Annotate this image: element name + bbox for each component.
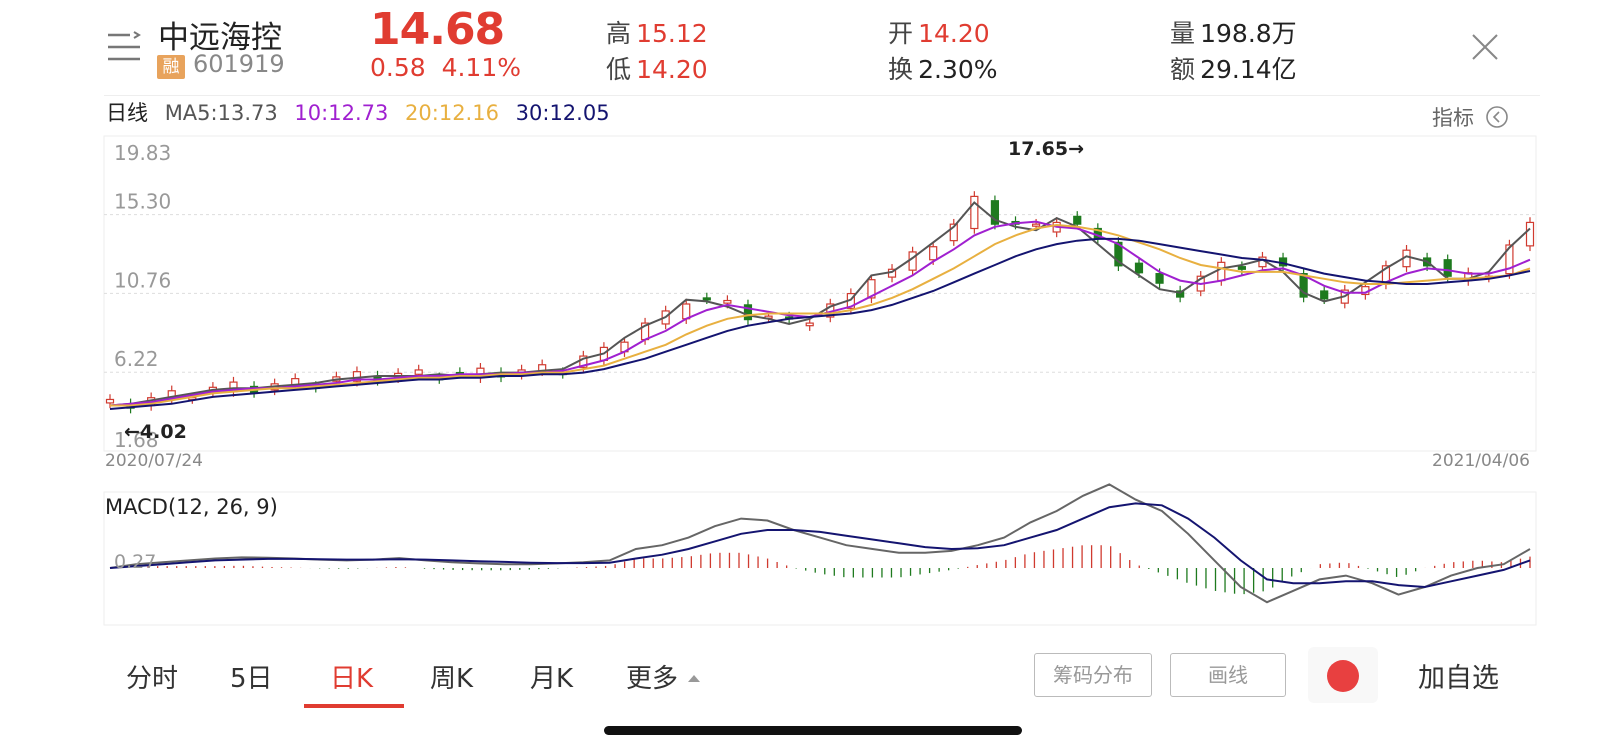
candle-body [970, 195, 979, 230]
chip-distribution-button[interactable]: 筹码分布 [1034, 653, 1152, 697]
candle-body [1031, 223, 1041, 227]
low-label: 低 [606, 55, 632, 84]
high-value: 15.12 [636, 19, 708, 48]
price-change: 0.58 4.11% [370, 53, 521, 82]
candle-body [929, 246, 938, 261]
tab-monthly-k[interactable]: 月K [530, 664, 574, 694]
margin-trading-badge: 融 [157, 55, 185, 79]
y-tick-label: 19.83 [114, 141, 171, 165]
ma10-value: 10:12.73 [294, 101, 389, 125]
chevron-left-circle-icon [1485, 106, 1508, 128]
open-quote: 开 14.20 [888, 14, 990, 50]
tab-5day[interactable]: 5日 [230, 664, 273, 694]
macd-dea-line [109, 502, 1531, 589]
candle-body [1134, 262, 1144, 274]
candle-body [1155, 273, 1164, 284]
candle-body [579, 355, 588, 368]
amount-quote: 额 29.14亿 [1170, 50, 1297, 86]
ma30-value: 30:12.05 [515, 101, 610, 125]
candle-body [1237, 266, 1246, 270]
ma20-line [110, 223, 1531, 407]
candle-body [867, 279, 876, 299]
candle-body [949, 223, 958, 242]
active-tab-indicator [304, 704, 404, 708]
candle-body [1217, 261, 1226, 282]
candle-body [723, 299, 732, 304]
y-tick-label: 15.30 [114, 190, 171, 214]
macd-chart-frame [103, 491, 1537, 626]
candle-body [990, 200, 1000, 225]
min-price-annotation: ←4.02 [124, 421, 187, 443]
candle-body [1505, 244, 1514, 275]
indicator-button[interactable]: 指标 [1432, 102, 1509, 132]
macd-dif-line [109, 483, 1531, 604]
ma30-line [109, 237, 1531, 410]
start-date-label: 2020/07/24 [105, 451, 203, 471]
ma20-value: 20:12.16 [405, 101, 499, 125]
record-dot-icon [1327, 660, 1359, 692]
candle-body [1299, 273, 1308, 298]
tab-more[interactable]: 更多 [626, 658, 702, 695]
current-price: 14.68 [370, 4, 505, 55]
low-value: 14.20 [636, 55, 708, 84]
ma5-line [109, 201, 1531, 407]
amount-label: 额 [1170, 55, 1196, 84]
tab-daily-k[interactable]: 日K [330, 664, 374, 694]
open-value: 14.20 [918, 19, 990, 48]
close-icon[interactable] [1470, 32, 1500, 62]
caret-up-icon [688, 675, 701, 682]
candle-body [352, 371, 362, 382]
indicator-label: 指标 [1432, 106, 1474, 130]
y-tick-label: 6.22 [114, 347, 159, 371]
candle-body [908, 251, 917, 271]
stock-code: 601919 [193, 50, 285, 78]
macd-tick-label: 0.27 [114, 551, 156, 573]
macd-label: MACD(12, 26, 9) [105, 495, 278, 519]
volume-value: 198.8万 [1200, 19, 1297, 48]
change-percent: 4.11% [441, 53, 521, 82]
change-value: 0.58 [370, 53, 426, 82]
header-divider [104, 95, 1540, 96]
y-tick-label: 10.76 [114, 268, 171, 292]
turnover-value: 2.30% [918, 55, 998, 84]
open-label: 开 [888, 19, 914, 48]
y-tick-label: 1.68 [114, 428, 159, 452]
candle-body [682, 303, 691, 320]
stock-name: 中远海控 [158, 20, 282, 56]
candle-body [414, 369, 423, 375]
amount-value: 29.14亿 [1200, 55, 1297, 84]
draw-line-button[interactable]: 画线 [1170, 653, 1286, 697]
tab-more-label: 更多 [626, 664, 679, 694]
turnover-quote: 换 2.30% [888, 50, 998, 86]
candle-body [1443, 259, 1452, 277]
volume-quote: 量 198.8万 [1170, 14, 1297, 50]
candle-body [1073, 215, 1082, 225]
candle-body [105, 398, 115, 404]
add-favorite-button[interactable]: 加自选 [1418, 663, 1499, 694]
tab-weekly-k[interactable]: 周K [430, 664, 474, 694]
kline-chart[interactable]: 19.83 15.30 10.76 6.22 1.68 17.65→ ←4.02 0.2… [0, 0, 1624, 640]
candle-body [743, 304, 753, 321]
max-price-annotation: 17.65→ [1008, 138, 1084, 160]
ma5-value: MA5:13.73 [164, 101, 278, 125]
candle-body [1176, 290, 1185, 298]
home-indicator [604, 726, 1022, 735]
candle-body [702, 297, 711, 301]
high-label: 高 [606, 19, 632, 48]
candle-body [805, 322, 814, 327]
candle-body [1320, 290, 1329, 300]
volume-label: 量 [1170, 19, 1196, 48]
tab-intraday[interactable]: 分时 [126, 664, 179, 694]
ma-legend: 日线 MA5:13.73 10:12.73 20:12.16 30:12.05 [106, 97, 620, 127]
candle-body [1525, 221, 1535, 247]
menu-lines-icon[interactable] [106, 30, 142, 64]
low-quote: 低 14.20 [606, 50, 708, 86]
period-label: 日线 [106, 101, 148, 125]
end-date-label: 2021/04/06 [1432, 451, 1530, 471]
high-quote: 高 15.12 [606, 14, 708, 50]
candle-body [1114, 241, 1123, 267]
turnover-label: 换 [888, 55, 914, 84]
